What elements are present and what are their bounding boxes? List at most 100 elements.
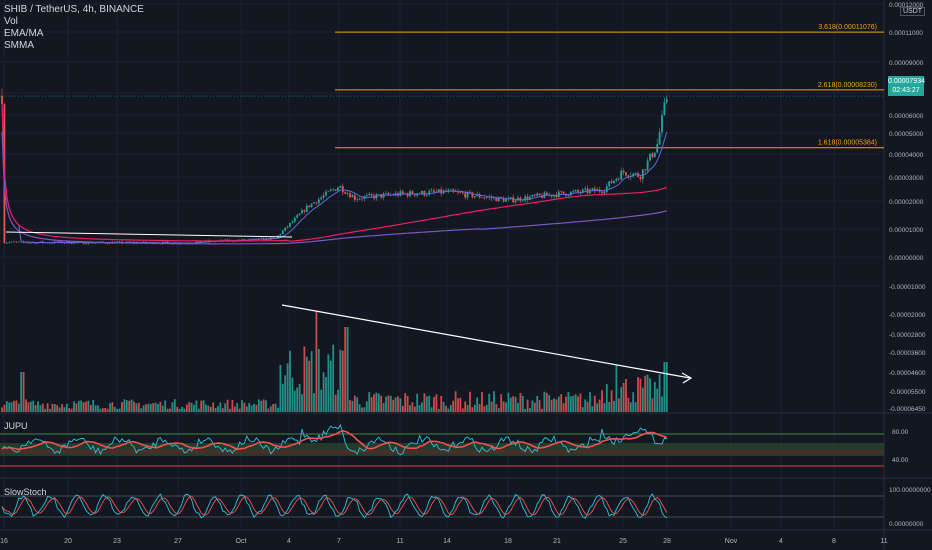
candle-body [310, 203, 313, 208]
fibonacci-extension[interactable]: 3.618(0.00011076) 2.618(0.00008230) 1.618(… [0, 24, 884, 149]
ema-ma-legend[interactable]: EMA/MA [4, 28, 44, 39]
volume-bar [625, 378, 627, 412]
volume-bar [608, 401, 611, 412]
volume-bar [375, 392, 378, 412]
volume-bar [370, 397, 373, 412]
candle-body [653, 152, 656, 158]
chart-legend[interactable]: SHIB / TetherUS, 4h, BINANCE Vol EMA/MA … [4, 4, 144, 52]
candle-body [325, 191, 327, 196]
volume-bar [605, 384, 608, 412]
volume-bar [658, 374, 661, 412]
candle-body [603, 192, 606, 194]
volume-bar [550, 399, 553, 412]
volume-legend[interactable]: Vol [4, 16, 18, 27]
candle-body [85, 243, 87, 245]
candle-body [356, 199, 359, 201]
candle-body [351, 195, 354, 198]
symbol-title[interactable]: SHIB / TetherUS, 4h, BINANCE [4, 4, 144, 15]
time-axis-tick: 27 [174, 538, 182, 545]
candle-body [368, 194, 371, 196]
candle-body [538, 193, 541, 196]
candle-body [370, 194, 373, 196]
volume-bar [260, 400, 263, 412]
volume-bar [322, 372, 325, 412]
currency-badge[interactable]: USDT [900, 7, 926, 16]
volume-bar [452, 400, 455, 412]
volume-bar [617, 398, 620, 412]
volume-bar [569, 396, 572, 412]
volume-bar [423, 393, 426, 412]
candle-body [248, 239, 251, 240]
candle-body [411, 191, 414, 195]
candle-body [358, 198, 361, 200]
slowstoch-label[interactable]: SlowStoch [4, 487, 47, 497]
candle-body [577, 190, 579, 192]
volume-bar [349, 399, 351, 412]
volume-bar [529, 408, 531, 412]
candle-body [344, 192, 347, 194]
volume-bar [373, 394, 375, 412]
volume-bar [526, 399, 529, 412]
volume-bar [56, 405, 59, 412]
volume-bar [406, 395, 409, 412]
volume-bar [80, 400, 83, 412]
price-axis-tick: 0.00012000 [889, 2, 924, 9]
time-axis-tick: 11 [880, 538, 887, 545]
candle-body [589, 189, 591, 194]
fib-level-label: 2.618(0.00008230) [818, 82, 877, 89]
volume-bar [185, 404, 188, 412]
volume-bar [116, 408, 119, 412]
volume-bar [281, 383, 284, 412]
volume-bar [111, 402, 114, 412]
price-axis-tick: -0.00001000 [889, 284, 926, 291]
volume-bar [421, 402, 423, 412]
volume-bar [92, 399, 95, 412]
time-axis-tick: 11 [396, 538, 403, 545]
volume-bar [397, 396, 399, 412]
candle-body [365, 195, 368, 197]
volume-bar [565, 396, 567, 412]
volume-bar [212, 402, 215, 412]
volume-bar [106, 408, 109, 412]
volume-bar [653, 381, 656, 412]
volume-bar [601, 390, 603, 412]
volume-bar [1, 407, 3, 412]
time-axis-tick: 18 [504, 538, 512, 545]
volume-bar [291, 377, 294, 412]
candle-body [649, 153, 651, 161]
candle-body [301, 210, 303, 214]
time-axis-tick: 21 [553, 538, 561, 545]
volume-bar [313, 393, 315, 412]
volume-bar [560, 394, 563, 412]
volume-bar [219, 402, 222, 412]
volume-bar [555, 399, 558, 412]
time-axis-tick: 16 [0, 538, 8, 545]
stoch-d-line [1, 495, 668, 516]
volume-bar [411, 402, 414, 412]
candle-body [452, 189, 455, 192]
candle-body [58, 241, 61, 243]
candle-body [289, 222, 291, 227]
volume-bar [202, 400, 205, 412]
jupu-label[interactable]: JUPU [4, 421, 28, 431]
candle-body [495, 197, 498, 202]
volume-bar [409, 405, 411, 412]
candle-body [346, 193, 349, 194]
volume-bar [109, 403, 111, 412]
smma-legend[interactable]: SMMA [4, 40, 34, 51]
volume-bar [392, 399, 395, 412]
volume-bar [483, 406, 486, 412]
volume-bar [445, 405, 447, 412]
volume-bar [543, 391, 546, 412]
volume-bars [1, 312, 668, 412]
volume-bar [413, 406, 416, 412]
candle-body [430, 190, 433, 192]
volume-bar [238, 408, 241, 412]
trendlines[interactable] [5, 231, 693, 384]
candle-body [29, 242, 32, 244]
volume-bar [13, 400, 15, 412]
candle-body [25, 242, 27, 243]
volume-bar [128, 400, 131, 412]
candle-body [584, 188, 587, 190]
